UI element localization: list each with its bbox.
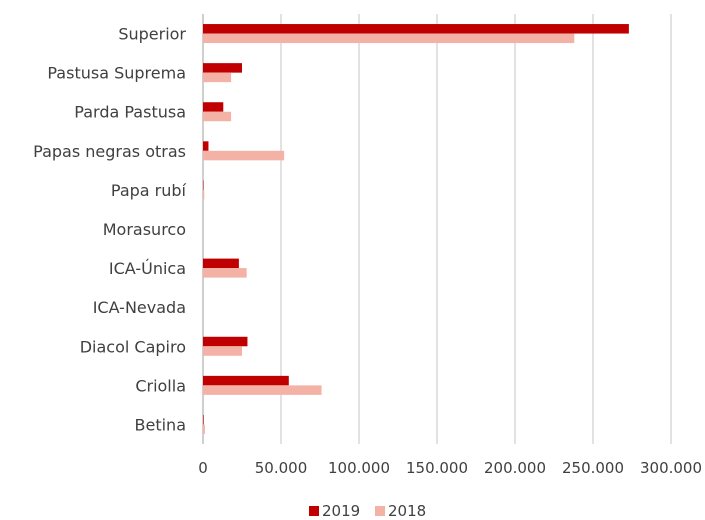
- legend-label-2019: 2019: [322, 502, 360, 520]
- x-tick-label: 250.000: [562, 459, 624, 477]
- x-tick-label: 150.000: [406, 459, 468, 477]
- bars: [203, 24, 629, 434]
- bar-2019-Pastusa Suprema: [203, 63, 242, 73]
- bar-2019-Betina: [203, 414, 204, 425]
- bar-2018-Pastusa Suprema: [203, 72, 232, 83]
- category-label: ICA-Única: [109, 259, 186, 278]
- category-label: Superior: [118, 25, 186, 44]
- x-tick-label: 100.000: [328, 459, 390, 477]
- category-label: Diacol Capiro: [80, 337, 186, 356]
- bar-2019-Parda Pastusa: [203, 102, 224, 112]
- bar-2018-Betina: [203, 424, 205, 434]
- bar-2018-Criolla: [203, 385, 322, 395]
- category-label: ICA-Nevada: [93, 298, 186, 317]
- x-tick-label: 300.000: [640, 459, 702, 477]
- category-label: Criolla: [135, 376, 186, 395]
- legend: 2019 2018: [309, 502, 426, 520]
- bar-2019-Superior: [203, 24, 629, 34]
- category-label: Papa rubí: [111, 181, 187, 200]
- x-tick-labels: 0 50.000 100.000 150.000 200.000 250.000 300.0…: [198, 459, 702, 477]
- legend-label-2018: 2018: [388, 502, 426, 520]
- legend-swatch-2019: [309, 506, 319, 516]
- bar-2018-Parda Pastusa: [203, 111, 232, 122]
- bar-2018-ICA-Única: [203, 268, 247, 278]
- x-tick-label: 200.000: [484, 459, 546, 477]
- bar-2018-Papa rubí: [203, 189, 205, 200]
- bar-2019-ICA-Única: [203, 258, 239, 269]
- bar-2018-Papas negras otras: [203, 150, 285, 161]
- bar-2019-Papas negras otras: [203, 141, 209, 151]
- x-tick-label: 50.000: [255, 459, 308, 477]
- x-tick-label: 0: [198, 459, 208, 477]
- bar-2018-Diacol Capiro: [203, 346, 242, 356]
- category-label: Parda Pastusa: [74, 103, 186, 122]
- category-label: Pastusa Suprema: [47, 64, 186, 83]
- category-label: Papas negras otras: [33, 142, 186, 161]
- bar-2019-Criolla: [203, 375, 289, 386]
- category-label: Morasurco: [103, 220, 186, 239]
- bar-2018-Superior: [203, 33, 575, 44]
- category-label: Betina: [135, 415, 186, 434]
- gridlines: [202, 14, 672, 444]
- category-labels: Superior Pastusa Suprema Parda Pastusa Papa…: [33, 25, 186, 435]
- bar-2019-Diacol Capiro: [203, 336, 248, 347]
- legend-swatch-2018: [375, 506, 385, 516]
